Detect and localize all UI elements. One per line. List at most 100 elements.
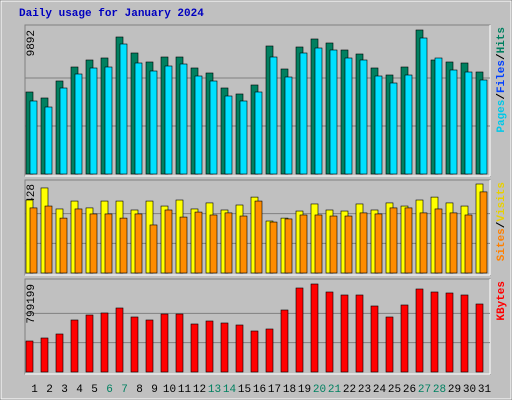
- bar: [104, 66, 113, 175]
- bar: [220, 322, 229, 373]
- legend-entry: /: [496, 93, 508, 100]
- bar: [254, 200, 263, 274]
- bar: [430, 291, 439, 373]
- bar: [134, 213, 143, 274]
- bar: [149, 224, 158, 274]
- bar: [325, 291, 334, 373]
- bar: [224, 95, 233, 175]
- bar: [340, 294, 349, 373]
- bar: [419, 212, 428, 274]
- bar: [149, 70, 158, 175]
- bar: [344, 57, 353, 175]
- chart-title: Daily usage for January 2024: [19, 8, 204, 20]
- bar: [100, 312, 109, 373]
- bar: [329, 49, 338, 175]
- bar: [419, 37, 428, 175]
- bar: [389, 82, 398, 175]
- legend-entry: /: [496, 53, 508, 60]
- bar: [284, 76, 293, 175]
- x-tick-label: 15: [238, 384, 251, 396]
- bar: [89, 213, 98, 274]
- bar: [44, 205, 53, 274]
- x-tick-label: 10: [163, 384, 176, 396]
- bar: [25, 340, 34, 373]
- legend: KBytes: [496, 281, 508, 321]
- legend: Sites/Visits: [496, 182, 508, 261]
- legend-entry: KBytes: [496, 281, 508, 321]
- bar: [344, 215, 353, 274]
- x-tick-label: 19: [298, 384, 311, 396]
- x-tick-label: 7: [121, 384, 128, 396]
- bar: [179, 63, 188, 175]
- x-tick-label: 25: [388, 384, 401, 396]
- bar: [415, 288, 424, 373]
- x-tick-label: 29: [448, 384, 461, 396]
- bar: [190, 323, 199, 373]
- bar: [59, 87, 68, 175]
- bar: [475, 303, 484, 373]
- bar: [355, 294, 364, 373]
- bar: [374, 75, 383, 175]
- bar: [209, 80, 218, 175]
- bar: [194, 75, 203, 175]
- bar: [85, 314, 94, 373]
- bar: [175, 313, 184, 373]
- bar: [209, 214, 218, 274]
- x-tick-label: 17: [268, 384, 281, 396]
- bar: [280, 309, 289, 373]
- bar: [104, 213, 113, 274]
- x-tick-label: 26: [403, 384, 416, 396]
- x-tick-label: 28: [433, 384, 446, 396]
- x-tick-label: 22: [343, 384, 356, 396]
- x-tick-label: 3: [61, 384, 68, 396]
- bar: [404, 74, 413, 175]
- legend-entry: /: [496, 221, 508, 228]
- bar: [119, 217, 128, 274]
- y-tick-label: 428: [26, 184, 38, 204]
- bar: [44, 106, 53, 175]
- bar: [115, 307, 124, 373]
- bar: [434, 57, 443, 175]
- bar: [449, 69, 458, 175]
- bar: [134, 62, 143, 175]
- legend-entry: Hits: [496, 27, 508, 53]
- legend-entry: Files: [496, 60, 508, 93]
- legend-entry: Visits: [496, 182, 508, 222]
- bar: [130, 316, 139, 373]
- x-tick-label: 11: [178, 384, 192, 396]
- bar: [194, 211, 203, 274]
- x-tick-label: 4: [76, 384, 83, 396]
- bar: [29, 100, 38, 175]
- x-tick-label: 27: [418, 384, 431, 396]
- x-tick-label: 31: [478, 384, 492, 396]
- bar: [160, 313, 169, 373]
- bar: [164, 209, 173, 274]
- bar: [479, 79, 488, 175]
- bar: [269, 221, 278, 274]
- bar: [250, 330, 259, 373]
- bar: [145, 319, 154, 373]
- bar: [460, 294, 469, 373]
- x-tick-label: 24: [373, 384, 387, 396]
- bar: [284, 218, 293, 274]
- x-tick-label: 2: [46, 384, 53, 396]
- bar: [359, 59, 368, 175]
- bar: [239, 100, 248, 175]
- bar: [310, 283, 319, 373]
- x-tick-label: 13: [208, 384, 221, 396]
- bar: [235, 324, 244, 373]
- x-tick-label: 20: [313, 384, 326, 396]
- bar: [359, 212, 368, 274]
- bar: [254, 91, 263, 175]
- bar: [29, 207, 38, 274]
- x-tick-label: 30: [463, 384, 476, 396]
- bar: [265, 328, 274, 373]
- x-tick-label: 8: [136, 384, 143, 396]
- bar: [374, 213, 383, 274]
- x-tick-label: 21: [328, 384, 342, 396]
- x-tick-label: 12: [193, 384, 206, 396]
- bar: [55, 333, 64, 373]
- bar: [74, 73, 83, 175]
- bar: [329, 215, 338, 274]
